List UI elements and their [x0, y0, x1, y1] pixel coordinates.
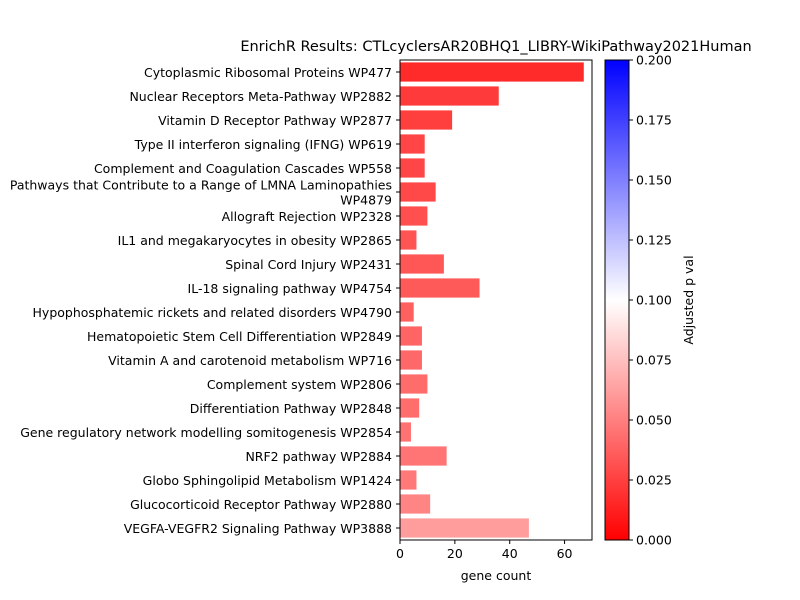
- category-label: Nuclear Receptors Meta-Pathway WP2882: [129, 89, 392, 104]
- bar: [400, 518, 529, 538]
- category-label: Hypophosphatemic rickets and related dis…: [33, 305, 393, 320]
- category-label: IL-18 signaling pathway WP4754: [188, 281, 393, 296]
- bar: [400, 254, 444, 274]
- bar: [400, 134, 425, 154]
- category-label: Allograft Rejection WP2328: [222, 209, 392, 224]
- colorbar-tick-label: 0.150: [636, 173, 672, 188]
- bars-group: [400, 62, 584, 538]
- bar: [400, 206, 428, 226]
- bar: [400, 302, 414, 322]
- colorbar-tick-label: 0.075: [636, 353, 672, 368]
- x-tick-label: 0: [396, 546, 404, 561]
- colorbar-tick-label: 0.000: [636, 533, 672, 548]
- bar: [400, 182, 436, 202]
- colorbar-label: Adjusted p val: [681, 255, 696, 344]
- colorbar-tick-label: 0.125: [636, 233, 672, 248]
- category-label: Differentiation Pathway WP2848: [190, 401, 392, 416]
- category-label: VEGFA-VEGFR2 Signaling Pathway WP3888: [124, 521, 392, 536]
- x-tick-label: 40: [502, 546, 518, 561]
- bar: [400, 470, 417, 490]
- category-labels: Cytoplasmic Ribosomal Proteins WP477 Nucl…: [10, 65, 400, 536]
- category-label: Type II interferon signaling (IFNG) WP61…: [134, 137, 392, 152]
- x-axis-ticks: 0 20 40 60: [396, 540, 573, 561]
- bar: [400, 158, 425, 178]
- bar: [400, 86, 499, 106]
- category-label: IL1 and megakaryocytes in obesity WP2865: [118, 233, 392, 248]
- bar: [400, 326, 422, 346]
- colorbar: [604, 59, 630, 541]
- colorbar-tick-label: 0.175: [636, 113, 672, 128]
- plot-frame: [399, 59, 593, 541]
- category-label: Globo Sphingolipid Metabolism WP1424: [143, 473, 392, 488]
- bar: [400, 374, 428, 394]
- category-label: Spinal Cord Injury WP2431: [225, 257, 392, 272]
- category-label: Hematopoietic Stem Cell Differentiation …: [87, 329, 392, 344]
- bar: [400, 398, 420, 418]
- chart-title: EnrichR Results: CTLcyclersAR20BHQ1_LIBR…: [240, 39, 751, 55]
- category-label: Complement and Coagulation Cascades WP55…: [94, 161, 392, 176]
- category-label: Complement system WP2806: [207, 377, 392, 392]
- category-label: Pathways that Contribute to a Range of L…: [10, 177, 392, 207]
- bar: [400, 110, 453, 130]
- bar: [400, 446, 447, 466]
- colorbar-tick-label: 0.200: [636, 53, 672, 68]
- bar: [400, 62, 584, 82]
- category-label: NRF2 pathway WP2884: [245, 449, 392, 464]
- category-label: Vitamin A and carotenoid metabolism WP71…: [108, 353, 392, 368]
- category-label: Cytoplasmic Ribosomal Proteins WP477: [144, 65, 392, 80]
- bar: [400, 278, 480, 298]
- x-axis-label: gene count: [461, 568, 532, 583]
- colorbar-tick-label: 0.025: [636, 473, 672, 488]
- category-label: Gene regulatory network modelling somito…: [20, 425, 392, 440]
- bar: [400, 230, 417, 250]
- bar: [400, 350, 422, 370]
- colorbar-ticks: 0.000 0.025 0.050 0.075 0.100 0.125 0.150 0.175…: [629, 53, 672, 548]
- bar: [400, 422, 411, 442]
- bar: [400, 494, 431, 514]
- colorbar-tick-label: 0.100: [636, 293, 672, 308]
- x-tick-label: 60: [557, 546, 573, 561]
- category-label: Glucocorticoid Receptor Pathway WP2880: [130, 497, 392, 512]
- category-label: Vitamin D Receptor Pathway WP2877: [158, 113, 392, 128]
- x-tick-label: 20: [447, 546, 463, 561]
- colorbar-tick-label: 0.050: [636, 413, 672, 428]
